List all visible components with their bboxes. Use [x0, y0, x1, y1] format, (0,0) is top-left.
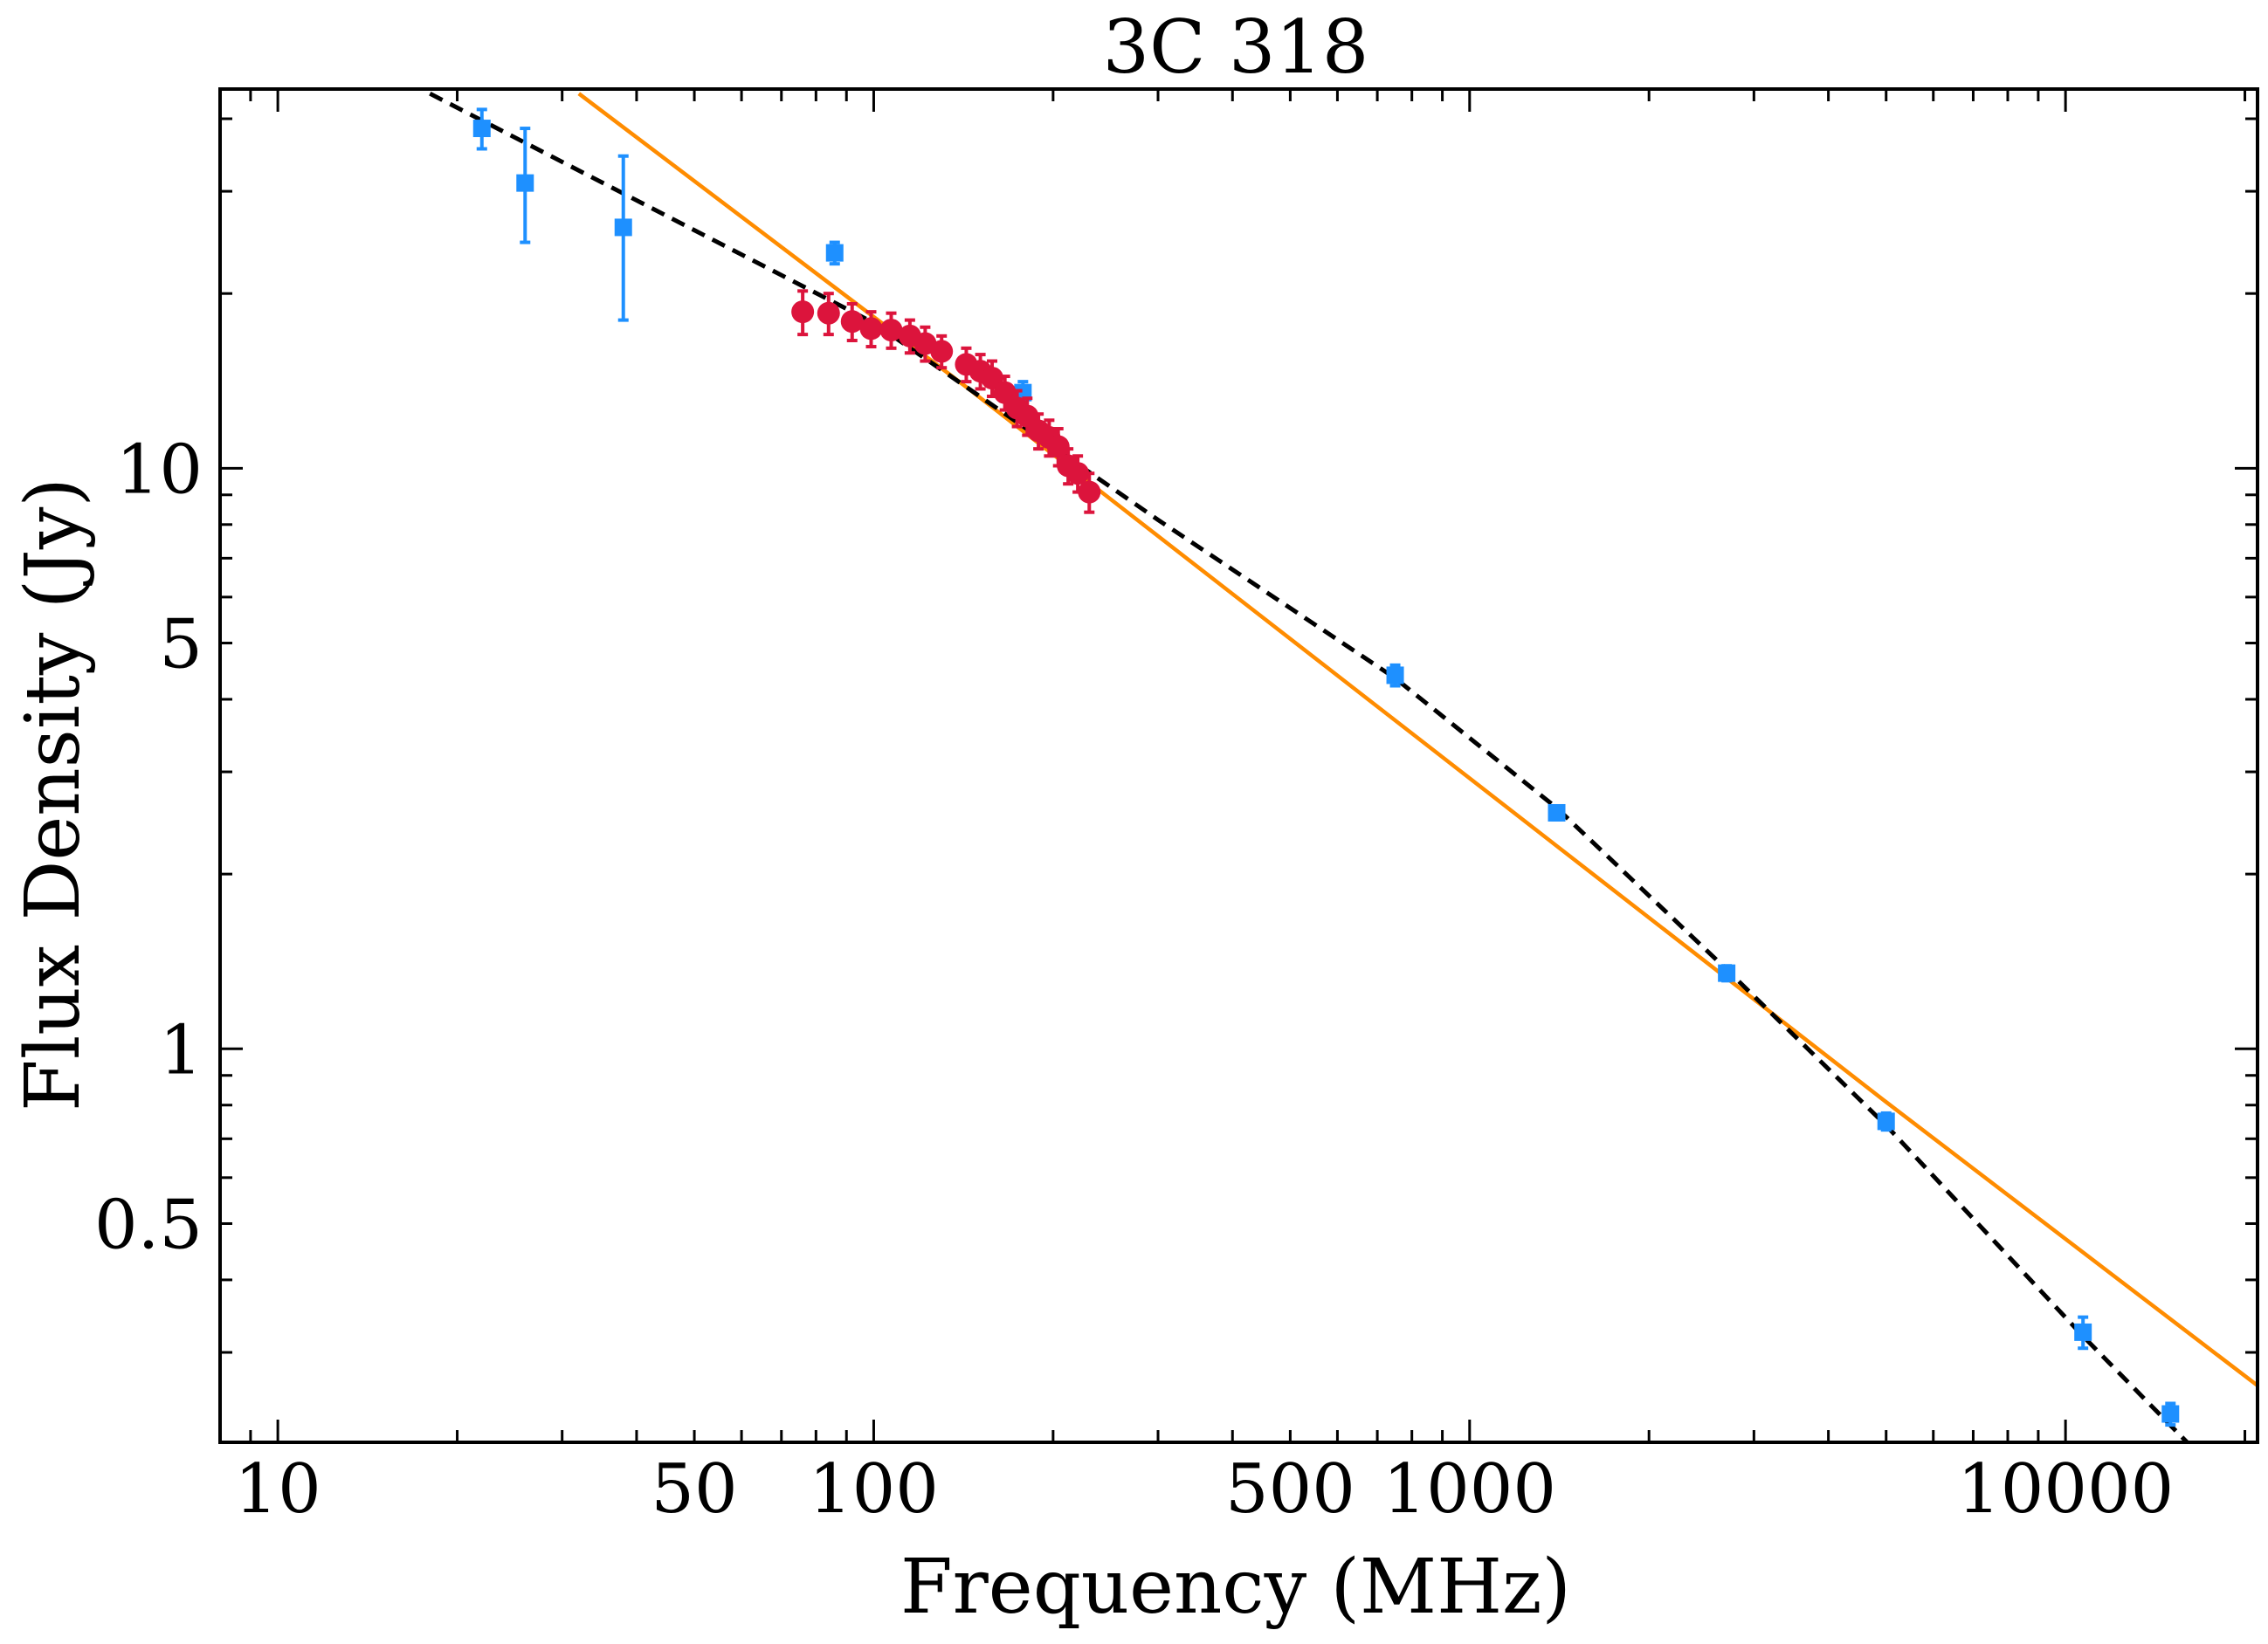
circle-marker: [879, 319, 903, 342]
circle-marker: [1078, 480, 1101, 504]
square-data-point: [614, 154, 632, 322]
circle-marker: [840, 310, 864, 334]
square-data-point: [1386, 663, 1404, 688]
data-markers: [472, 107, 2180, 1427]
x-tick-label: 1000: [1383, 1450, 1557, 1529]
y-tick-label: 5: [159, 606, 203, 684]
circle-data-point: [859, 310, 883, 349]
circle-marker: [930, 340, 954, 363]
y-tick-label: 10: [116, 430, 203, 509]
square-data-point: [1548, 803, 1566, 822]
plot-frame: [218, 87, 2259, 1444]
square-marker: [614, 218, 632, 237]
x-tick-label: 500: [1225, 1450, 1355, 1529]
circle-data-point: [879, 311, 903, 350]
dashed-fit-line: [429, 91, 2189, 1442]
square-data-point: [2074, 1315, 2092, 1351]
square-marker: [472, 120, 491, 138]
circle-data-point: [791, 289, 815, 337]
circle-marker: [1046, 435, 1070, 458]
y-axis-label: Flux Density (Jy): [10, 478, 97, 1111]
square-marker: [1718, 964, 1736, 982]
chart-title: 3C 318: [1103, 4, 1369, 90]
square-data-point: [1877, 1111, 1895, 1132]
square-marker: [825, 244, 844, 262]
circle-marker: [993, 381, 1017, 404]
circle-data-point: [817, 292, 840, 337]
square-data-point: [1718, 964, 1736, 983]
square-marker: [516, 174, 534, 192]
y-tick-label: 0.5: [94, 1186, 203, 1264]
circle-data-point: [1078, 471, 1101, 514]
square-marker: [1386, 666, 1404, 684]
x-tick-label: 100: [809, 1450, 939, 1529]
circle-marker: [1066, 462, 1090, 485]
square-marker: [2161, 1405, 2180, 1423]
y-tick-label: 1: [159, 1011, 203, 1090]
square-data-point: [472, 107, 491, 151]
square-data-point: [825, 240, 844, 266]
square-marker: [1548, 803, 1566, 822]
x-axis-label: Frequency (MHz): [900, 1544, 1571, 1631]
circle-data-point: [930, 334, 954, 370]
circle-data-point: [1066, 454, 1090, 494]
solid-fit-line: [577, 92, 2258, 1387]
axes: 10 50 100 500 1000 10000 0.5 1 5 10: [94, 87, 2259, 1529]
circle-marker: [791, 300, 815, 324]
circle-marker: [859, 317, 883, 340]
x-tick-label: 50: [651, 1450, 737, 1529]
circle-data-point: [993, 375, 1017, 412]
square-data-point: [2161, 1401, 2180, 1427]
x-tick-label: 10: [234, 1450, 321, 1529]
circle-data-point: [840, 301, 864, 342]
fit-lines: [429, 91, 2258, 1442]
square-marker: [1877, 1112, 1895, 1131]
square-marker: [2074, 1323, 2092, 1341]
square-data-point: [516, 127, 534, 244]
x-tick-label: 10000: [1957, 1450, 2174, 1529]
circle-marker: [817, 301, 840, 325]
